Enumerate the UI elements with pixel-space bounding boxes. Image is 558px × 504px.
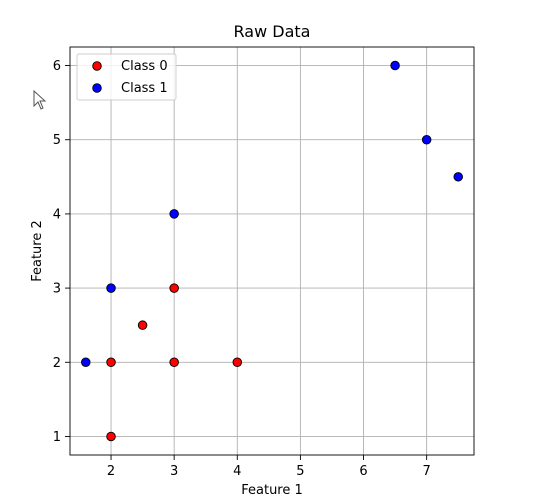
x-tick-label: 5 — [296, 464, 304, 479]
point-class-1 — [106, 283, 116, 293]
point-class-0 — [169, 357, 179, 368]
grid — [70, 47, 474, 455]
point-class-1 — [421, 134, 432, 145]
x-tick-label: 3 — [170, 464, 178, 479]
arrow-cursor-icon — [33, 90, 47, 110]
point-class-1 — [169, 209, 179, 219]
legend-marker-class-1 — [92, 83, 102, 93]
legend: Class 0 Class 1 — [76, 53, 177, 101]
y-tick-label: 2 — [53, 356, 61, 371]
x-tick-label: 4 — [233, 464, 241, 479]
point-class-0 — [106, 357, 116, 368]
point-class-1 — [453, 172, 463, 182]
legend-label-class-0: Class 0 — [121, 59, 168, 74]
y-tick-label: 3 — [53, 282, 61, 297]
point-class-0 — [137, 320, 148, 330]
plot-area — [69, 46, 475, 456]
legend-marker-class-0 — [92, 61, 102, 71]
y-tick-label: 6 — [53, 59, 61, 74]
x-axis-label: Feature 1 — [241, 483, 303, 498]
x-tick-label: 2 — [107, 464, 115, 479]
chart-title: Raw Data — [234, 22, 311, 41]
point-class-0 — [106, 431, 116, 442]
x-tick-label: 6 — [359, 464, 367, 479]
data-points — [81, 60, 463, 442]
x-tick-label: 7 — [423, 464, 431, 479]
y-axis: 1 2 3 4 5 6 — [53, 59, 70, 445]
point-class-0 — [169, 283, 179, 293]
point-class-1 — [81, 357, 91, 368]
y-tick-label: 5 — [53, 133, 61, 148]
y-tick-label: 4 — [53, 207, 61, 222]
y-tick-label: 1 — [53, 430, 61, 445]
y-axis-label: Feature 2 — [30, 220, 45, 282]
legend-box — [76, 53, 177, 101]
x-axis: 2 3 4 5 6 7 — [107, 455, 431, 479]
point-class-1 — [390, 60, 400, 71]
legend-label-class-1: Class 1 — [121, 81, 168, 96]
point-class-0 — [232, 357, 243, 368]
